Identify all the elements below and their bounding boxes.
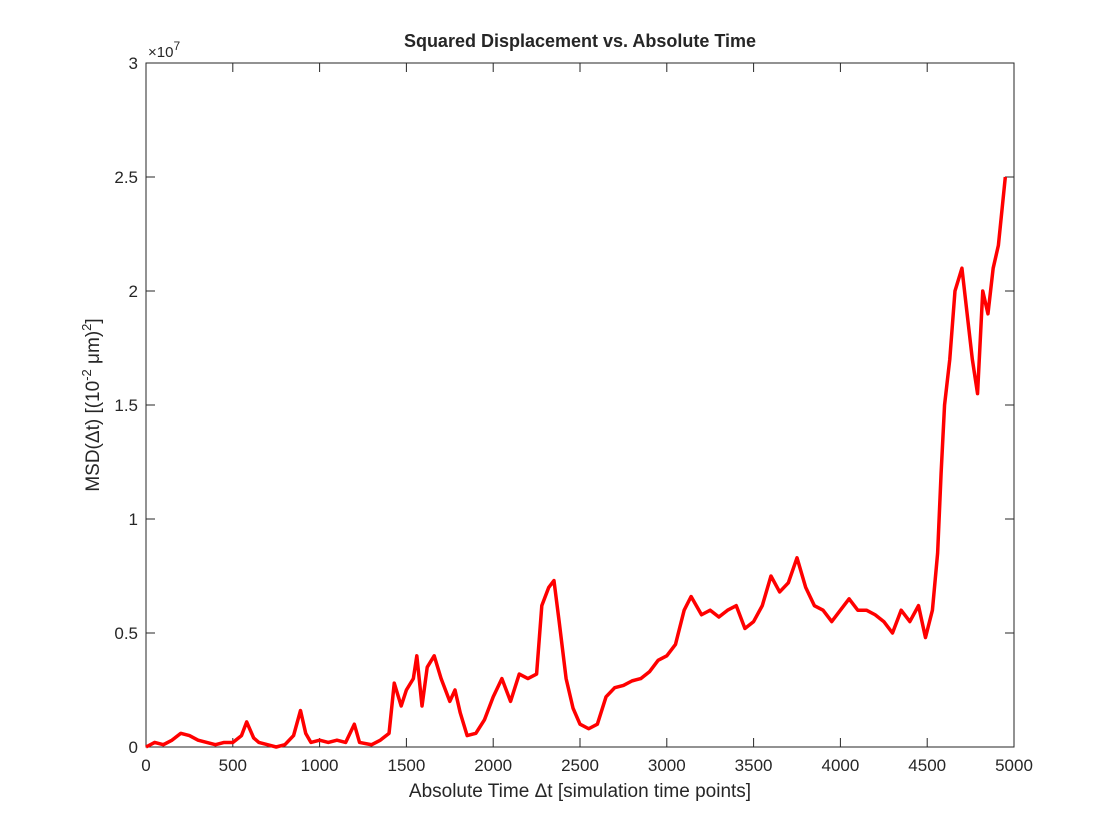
x-axis-label: Absolute Time Δt [simulation time points… <box>409 781 751 802</box>
x-tick-label: 5000 <box>995 756 1033 775</box>
y-axis-label-part: MSD(Δt) [(10 <box>83 381 104 492</box>
x-tick-label: 1000 <box>301 756 339 775</box>
y-exponent-power: 7 <box>173 39 180 53</box>
x-tick-label: 1500 <box>387 756 425 775</box>
y-tick-label: 1.5 <box>114 396 138 415</box>
y-tick-label: 2.5 <box>114 168 138 187</box>
y-tick-label: 2 <box>129 282 138 301</box>
x-tick-label: 4000 <box>821 756 859 775</box>
y-axis-label: MSD(Δt) [(10-2 μm)2] <box>79 318 104 491</box>
x-tick-label: 500 <box>219 756 247 775</box>
y-axis-label-part: μm) <box>83 331 104 369</box>
x-tick-label: 2500 <box>561 756 599 775</box>
y-axis-label-sup: 2 <box>79 324 94 331</box>
x-tick-label: 4500 <box>908 756 946 775</box>
y-tick-label: 0.5 <box>114 624 138 643</box>
y-axis-label-sup: -2 <box>79 369 94 381</box>
x-tick-label: 0 <box>141 756 150 775</box>
chart-title: Squared Displacement vs. Absolute Time <box>404 31 756 51</box>
y-tick-label: 0 <box>129 738 138 757</box>
x-tick-label: 2000 <box>474 756 512 775</box>
y-exponent: ×107 <box>148 39 180 61</box>
y-exponent-base: ×10 <box>148 44 173 61</box>
y-tick-label: 3 <box>129 54 138 73</box>
data-line <box>145 176 1008 749</box>
plot-frame <box>145 62 1015 748</box>
y-axis-label-part: ] <box>83 318 104 323</box>
x-tick-label: 3000 <box>648 756 686 775</box>
y-tick-label: 1 <box>129 510 138 529</box>
x-tick-label: 3500 <box>735 756 773 775</box>
